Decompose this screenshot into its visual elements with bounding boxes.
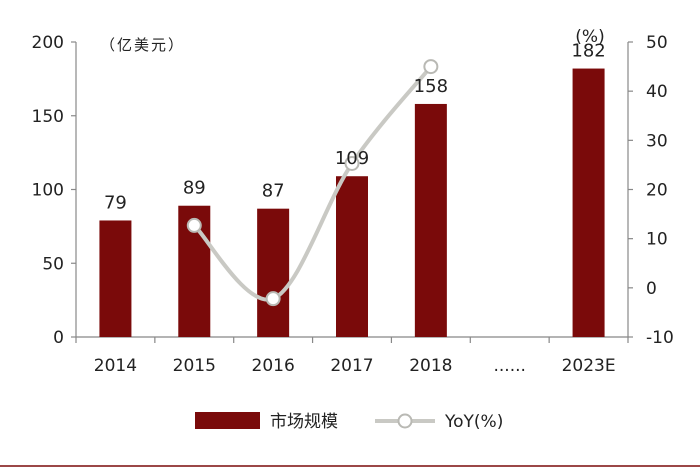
data-labels: 79 89 87 109 158 182 — [104, 41, 606, 214]
yoy-line — [186, 59, 439, 307]
bar — [257, 208, 290, 337]
bar — [336, 176, 368, 337]
bar — [572, 68, 605, 338]
x-tick-label: 2017 — [330, 356, 373, 376]
yoy-point — [186, 217, 202, 233]
x-tick-label: 2016 — [252, 356, 295, 376]
x-tick-label: ...... — [493, 356, 525, 376]
yoy-point — [423, 59, 439, 75]
yoy-point — [265, 291, 281, 307]
legend-bar-swatch — [195, 412, 260, 429]
yoy-line-path — [192, 64, 433, 302]
right-tick-label: 20 — [646, 181, 668, 201]
legend-line-label: YoY(%) — [444, 412, 503, 432]
left-tick-label: 100 — [32, 181, 64, 201]
left-tick-label: 0 — [53, 328, 64, 348]
right-tick-label: -10 — [646, 328, 674, 348]
bar-value-label: 158 — [414, 76, 448, 97]
tick-labels: 0 50 100 150 200 -10 0 10 20 30 40 50 2014 2015 2016 20… — [32, 33, 674, 376]
bar-value-label: 109 — [335, 148, 369, 169]
right-axis-unit: (%) — [575, 27, 604, 47]
right-tick-label: 40 — [646, 82, 668, 102]
bar-value-label: 89 — [183, 178, 206, 199]
x-tick-label: 2015 — [173, 356, 216, 376]
right-tick-label: 50 — [646, 33, 668, 53]
legend-line-marker — [397, 413, 413, 429]
legend: 市场规模 YoY(%) — [195, 412, 503, 432]
left-tick-label: 50 — [42, 254, 64, 274]
right-tick-label: 10 — [646, 230, 668, 250]
left-tick-label: 150 — [32, 107, 64, 127]
x-tick-label: 2023E — [562, 356, 616, 376]
right-tick-label: 0 — [646, 279, 657, 299]
right-tick-label: 30 — [646, 131, 668, 151]
x-tick-label: 2014 — [94, 356, 137, 376]
bars — [99, 68, 605, 338]
bar-value-label: 182 — [571, 41, 605, 62]
x-tick-label: 2018 — [409, 356, 452, 376]
bar — [99, 220, 132, 337]
yoy-point — [344, 155, 360, 171]
left-axis-unit: （亿美元） — [100, 36, 185, 54]
bar-value-label: 79 — [104, 192, 127, 213]
left-tick-label: 200 — [32, 33, 64, 53]
bar-value-label: 87 — [262, 181, 285, 202]
legend-bar-label: 市场规模 — [270, 412, 338, 432]
bar — [414, 103, 447, 337]
